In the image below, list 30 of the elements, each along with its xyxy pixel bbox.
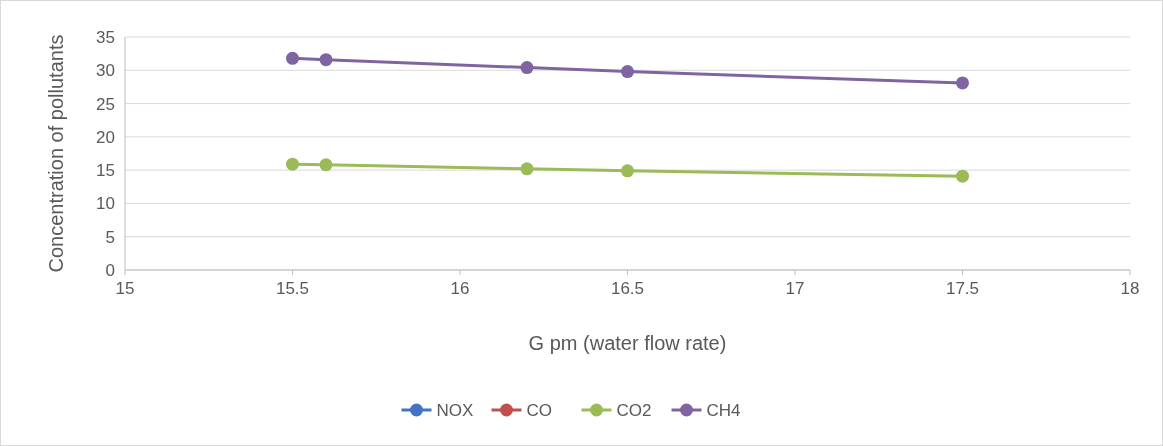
- y-tick-label: 30: [96, 61, 115, 81]
- y-tick-label: 0: [105, 261, 115, 280]
- y-tick-label: 25: [96, 94, 115, 114]
- point: [286, 51, 299, 65]
- legend-label: NOX: [436, 401, 474, 420]
- x-tick-label: 18: [1120, 279, 1140, 298]
- y-tick-label: 20: [96, 127, 115, 147]
- legend-label: CO: [526, 401, 552, 420]
- y-tick-label: 10: [96, 194, 115, 214]
- point: [621, 65, 634, 79]
- point: [520, 61, 534, 75]
- point: [520, 162, 534, 176]
- x-tick-label: 16: [450, 279, 470, 298]
- x-tick-label: 16.5: [610, 279, 645, 298]
- point: [319, 53, 333, 67]
- x-tick-label: 17: [785, 279, 805, 298]
- y-tick-label: 35: [96, 28, 115, 47]
- point: [956, 76, 969, 90]
- y-tick-label: 15: [96, 161, 115, 181]
- x-tick-label: 17.5: [945, 279, 980, 298]
- point: [621, 164, 634, 178]
- point: [956, 169, 969, 183]
- legend-label: CH4: [706, 401, 741, 420]
- point: [286, 157, 299, 171]
- point: [319, 158, 333, 172]
- x-axis-title: G pm (water flow rate): [528, 332, 727, 354]
- y-axis-title: Concentration of pollutants: [45, 34, 67, 273]
- x-tick-label: 15.5: [275, 279, 310, 298]
- y-tick-label: 5: [105, 227, 115, 247]
- legend-label: CO2: [616, 401, 652, 420]
